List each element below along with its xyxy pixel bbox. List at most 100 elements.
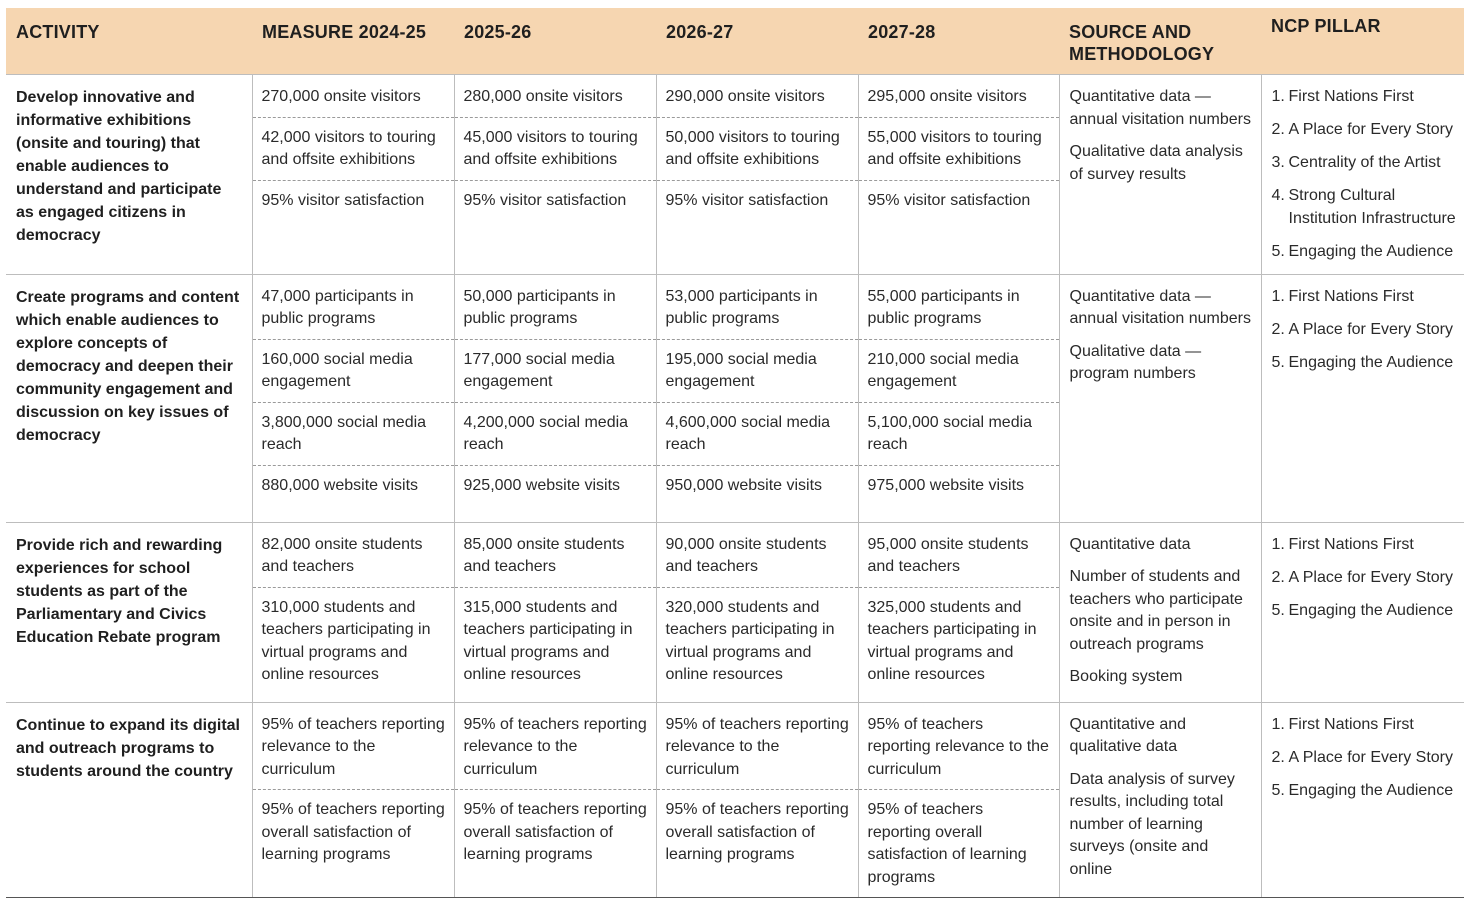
activity-cell: Provide rich and rewarding experiences f… (6, 521, 252, 702)
measure-item: 95% of teachers reporting overall satisf… (656, 789, 858, 875)
pillar-item: 1. First Nations First (1272, 534, 1461, 557)
measure-item: 950,000 website visits (656, 464, 858, 506)
pillar-text: Engaging the Audience (1288, 353, 1454, 371)
header-activity: ACTIVITY (6, 8, 252, 75)
target-2027-28-cell: 55,000 participants in public programs 2… (857, 273, 1059, 522)
source-cell: Quantitative data — annual visitation nu… (1058, 273, 1261, 522)
measure-item: 320,000 students and teachers participat… (656, 586, 858, 695)
performance-table: ACTIVITY MEASURE 2024-25 2025-26 2026-27… (6, 8, 1464, 898)
source-item: Quantitative data (1069, 535, 1191, 553)
pillar-item: 1. First Nations First (1272, 286, 1461, 309)
measure-item: 160,000 social media engagement (252, 338, 454, 402)
pillar-text: A Place for Every Story (1288, 568, 1454, 586)
target-2026-27-cell: 53,000 participants in public programs 1… (655, 273, 858, 522)
source-item: Quantitative data — annual visitation nu… (1069, 88, 1251, 128)
measure-item: 880,000 website visits (252, 464, 454, 506)
measure-item: 95% visitor satisfaction (252, 179, 454, 221)
measure-item: 50,000 visitors to touring and offsite e… (656, 116, 858, 180)
measure-item: 90,000 onsite students and teachers (665, 535, 827, 576)
measure-item: 310,000 students and teachers participat… (252, 586, 454, 695)
pillar-text: Strong Cultural Institution Infrastructu… (1288, 187, 1456, 227)
target-2025-26-cell: 95% of teachers reporting relevance to t… (453, 701, 656, 898)
measure-item: 95% of teachers reporting overall satisf… (858, 789, 1059, 897)
pillar-number: 5. (1271, 601, 1285, 619)
pillar-text: Engaging the Audience (1288, 781, 1454, 799)
pillar-text: A Place for Every Story (1288, 320, 1454, 338)
pillar-item: 3. Centrality of the Artist (1272, 152, 1461, 175)
pillar-item: 4. Strong Cultural Institution Infrastruc… (1272, 185, 1461, 230)
measure-item: 95% of teachers reporting relevance to t… (463, 715, 647, 778)
measure-item: 55,000 participants in public programs (867, 287, 1020, 328)
source-cell: Quantitative data Number of students and… (1058, 521, 1261, 702)
measure-2024-25-cell: 95% of teachers reporting relevance to t… (251, 701, 454, 898)
measure-item: 85,000 onsite students and teachers (463, 535, 625, 576)
measure-item: 95% visitor satisfaction (454, 179, 656, 221)
measure-item: 315,000 students and teachers participat… (454, 586, 656, 695)
header-source-methodology: SOURCE AND METHODOLOGY (1059, 8, 1261, 75)
measure-item: 3,800,000 social media reach (252, 401, 454, 465)
table-row: Continue to expand its digital and outre… (6, 701, 1464, 898)
pillar-cell: 1. First Nations First 2. A Place for Ever… (1260, 701, 1464, 898)
pillar-item: 5. Engaging the Audience (1272, 780, 1461, 803)
measure-item: 4,200,000 social media reach (454, 401, 656, 465)
measure-item: 195,000 social media engagement (656, 338, 858, 402)
pillar-item: 2. A Place for Every Story (1272, 567, 1461, 590)
pillar-item: 1. First Nations First (1272, 86, 1461, 109)
table-row: Provide rich and rewarding experiences f… (6, 521, 1464, 702)
pillar-number: 1. (1271, 715, 1285, 733)
measure-2024-25-cell: 270,000 onsite visitors 42,000 visitors … (251, 74, 454, 274)
measure-item: 925,000 website visits (454, 464, 656, 506)
table-row: Create programs and content which enable… (6, 273, 1464, 522)
measure-item: 95% visitor satisfaction (656, 179, 858, 221)
pillar-number: 2. (1271, 121, 1285, 138)
source-item: Quantitative and qualitative data (1069, 715, 1187, 756)
table-row: Develop innovative and informative exhib… (6, 74, 1464, 274)
pillar-number: 2. (1271, 320, 1285, 338)
target-2025-26-cell: 85,000 onsite students and teachers 315,… (453, 521, 656, 702)
source-item: Qualitative data — program numbers (1069, 342, 1202, 383)
measure-item: 95% of teachers reporting relevance to t… (665, 715, 849, 778)
measure-item: 95,000 onsite students and teachers (867, 535, 1029, 576)
pillar-item: 2. A Place for Every Story (1272, 747, 1461, 770)
target-2026-27-cell: 95% of teachers reporting relevance to t… (655, 701, 858, 898)
pillar-number: 5. (1271, 781, 1285, 799)
header-2025-26: 2025-26 (454, 8, 656, 75)
measure-item: 210,000 social media engagement (858, 338, 1059, 402)
pillar-number: 1. (1271, 287, 1285, 305)
measure-item: 95% of teachers reporting overall satisf… (454, 789, 656, 875)
pillar-number: 5. (1271, 353, 1285, 371)
measure-item: 290,000 onsite visitors (665, 88, 825, 105)
pillar-text: First Nations First (1288, 535, 1414, 553)
source-item: Data analysis of survey results, includi… (1069, 770, 1235, 878)
measure-item: 95% of teachers reporting relevance to t… (261, 715, 445, 778)
measure-item: 45,000 visitors to touring and offsite e… (454, 116, 656, 180)
target-2027-28-cell: 95% of teachers reporting relevance to t… (857, 701, 1059, 898)
pillar-item: 1. First Nations First (1272, 714, 1461, 737)
measure-item: 295,000 onsite visitors (867, 88, 1027, 105)
target-2026-27-cell: 290,000 onsite visitors 50,000 visitors … (655, 74, 858, 274)
source-item: Qualitative data analysis of survey resu… (1069, 143, 1243, 183)
measure-2024-25-cell: 82,000 onsite students and teachers 310,… (251, 521, 454, 702)
source-item: Booking system (1069, 668, 1183, 685)
pillar-item: 5. Engaging the Audience (1272, 352, 1461, 375)
measure-item: 5,100,000 social media reach (858, 401, 1059, 465)
measure-item: 95% of teachers reporting relevance to t… (867, 715, 1049, 778)
measure-item: 47,000 participants in public programs (261, 287, 414, 328)
measure-item: 95% visitor satisfaction (858, 179, 1059, 221)
activity-cell: Develop innovative and informative exhib… (6, 74, 252, 274)
pillar-number: 4. (1271, 187, 1285, 204)
header-ncp-pillar: NCP PILLAR (1261, 8, 1464, 75)
measure-item: 4,600,000 social media reach (656, 401, 858, 465)
header-2027-28: 2027-28 (858, 8, 1059, 75)
pillar-item: 5. Engaging the Audience (1272, 241, 1461, 264)
pillar-item: 2. A Place for Every Story (1272, 119, 1461, 142)
measure-item: 177,000 social media engagement (454, 338, 656, 402)
measure-item: 270,000 onsite visitors (261, 88, 421, 105)
pillar-text: First Nations First (1288, 287, 1414, 305)
source-item: Quantitative data — annual visitation nu… (1069, 287, 1251, 328)
source-cell: Quantitative data — annual visitation nu… (1058, 74, 1261, 274)
target-2025-26-cell: 50,000 participants in public programs 1… (453, 273, 656, 522)
target-2027-28-cell: 95,000 onsite students and teachers 325,… (857, 521, 1059, 702)
target-2027-28-cell: 295,000 onsite visitors 55,000 visitors … (857, 74, 1059, 274)
measure-item: 53,000 participants in public programs (665, 287, 818, 328)
